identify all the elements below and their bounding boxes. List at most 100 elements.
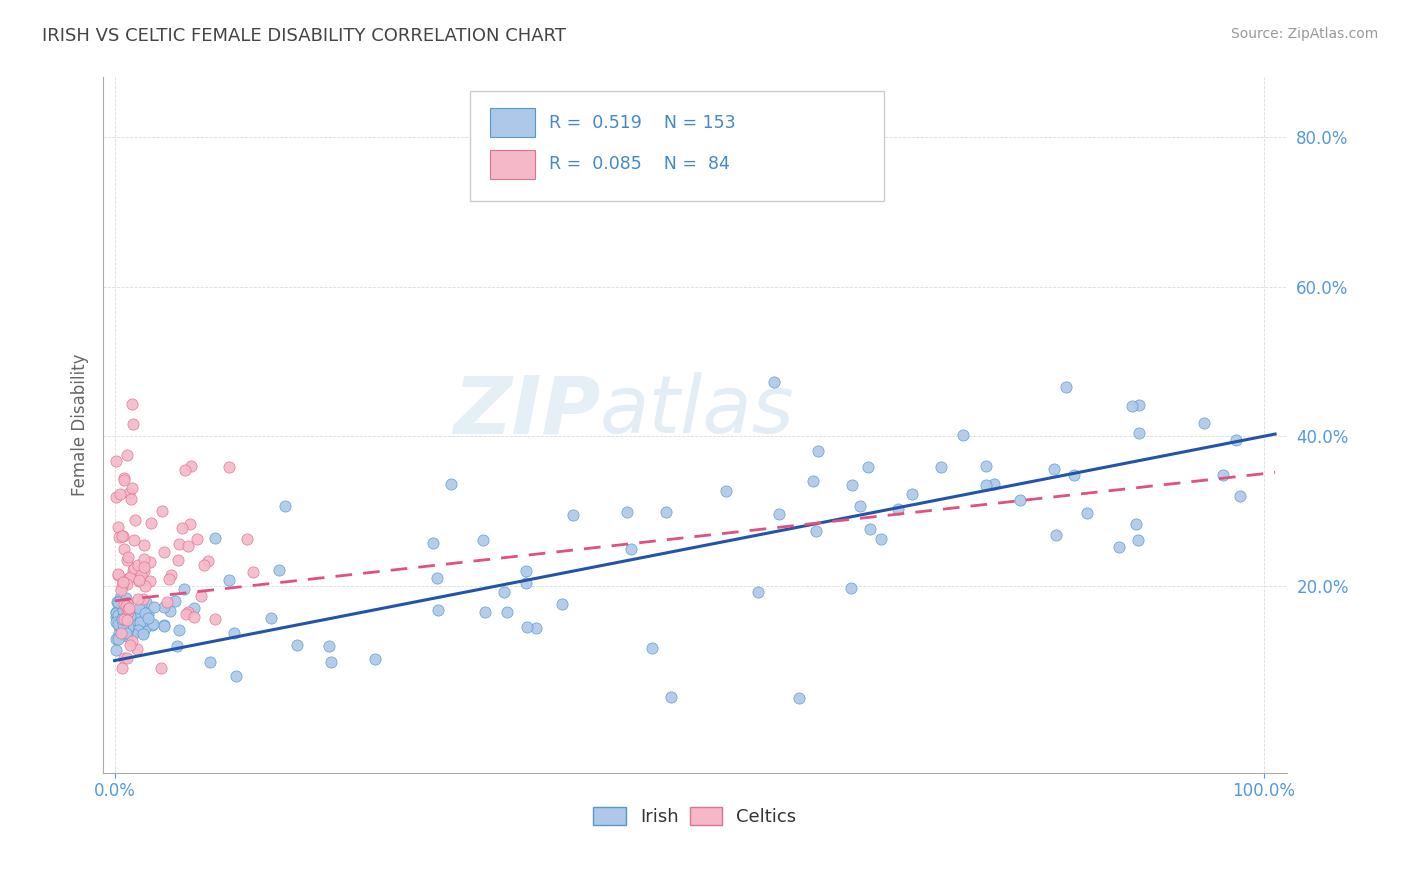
Point xyxy=(115,553,138,567)
Point xyxy=(139,555,162,569)
Point xyxy=(110,628,132,642)
Point xyxy=(801,474,824,488)
Point xyxy=(110,625,132,640)
Point xyxy=(131,627,153,641)
Point xyxy=(132,592,155,607)
Point xyxy=(204,612,226,626)
Point xyxy=(124,624,146,639)
Point xyxy=(105,606,128,620)
Point xyxy=(142,616,165,631)
Point xyxy=(136,611,159,625)
Point xyxy=(135,595,157,609)
Point xyxy=(127,591,149,606)
Point xyxy=(319,655,342,669)
Point xyxy=(167,623,190,637)
Point xyxy=(107,595,129,609)
Point xyxy=(841,478,863,492)
Point xyxy=(204,531,226,545)
Point xyxy=(787,690,810,705)
Point xyxy=(110,596,132,610)
Point xyxy=(198,655,221,669)
Point xyxy=(121,633,143,648)
Point xyxy=(105,454,128,468)
Point xyxy=(153,599,176,614)
Text: R =  0.085    N =  84: R = 0.085 N = 84 xyxy=(550,155,730,173)
Point xyxy=(142,599,165,614)
Point xyxy=(115,591,138,605)
Point xyxy=(107,608,129,623)
Point xyxy=(516,620,538,634)
Point xyxy=(848,500,870,514)
Text: atlas: atlas xyxy=(600,372,794,450)
Point xyxy=(115,577,138,591)
FancyBboxPatch shape xyxy=(491,108,536,137)
Point xyxy=(839,581,862,595)
Point xyxy=(117,629,139,643)
Point xyxy=(166,553,188,567)
Point xyxy=(551,597,574,611)
Point xyxy=(132,564,155,578)
Point xyxy=(169,537,191,551)
Point xyxy=(107,632,129,646)
Point xyxy=(111,575,134,590)
Point xyxy=(242,565,264,579)
Point xyxy=(112,624,135,638)
Y-axis label: Female Disability: Female Disability xyxy=(72,354,89,496)
Point xyxy=(107,566,129,581)
Point xyxy=(859,523,882,537)
Point xyxy=(747,585,769,599)
Point xyxy=(114,602,136,616)
Point xyxy=(561,508,583,522)
Point xyxy=(117,619,139,633)
Point xyxy=(1229,489,1251,503)
Point xyxy=(117,610,139,624)
Point xyxy=(159,567,181,582)
Point xyxy=(107,619,129,633)
Point xyxy=(134,579,156,593)
Point xyxy=(117,622,139,636)
Point xyxy=(107,520,129,534)
Point xyxy=(177,540,200,554)
Point xyxy=(1010,493,1032,508)
Point xyxy=(118,609,141,624)
Point xyxy=(129,597,152,611)
Point xyxy=(120,491,142,506)
Point xyxy=(104,632,127,646)
Point xyxy=(112,612,135,626)
Point xyxy=(515,565,537,579)
Point xyxy=(150,661,173,675)
Point xyxy=(474,605,496,619)
Point xyxy=(716,484,738,499)
Point xyxy=(124,513,146,527)
Point xyxy=(1108,540,1130,554)
Point xyxy=(115,609,138,624)
Point xyxy=(225,669,247,683)
Point xyxy=(641,641,664,656)
Point xyxy=(763,375,786,389)
Point xyxy=(115,651,138,665)
Point xyxy=(179,517,201,532)
Point xyxy=(105,595,128,609)
Point xyxy=(1043,462,1066,476)
Point xyxy=(117,608,139,623)
Point xyxy=(117,609,139,624)
Point xyxy=(112,597,135,611)
Point xyxy=(127,616,149,631)
Point xyxy=(1063,467,1085,482)
Point xyxy=(183,600,205,615)
Point xyxy=(112,651,135,665)
Point xyxy=(134,621,156,635)
Point xyxy=(929,460,952,475)
Point xyxy=(180,458,202,473)
Point xyxy=(112,612,135,626)
Text: IRISH VS CELTIC FEMALE DISABILITY CORRELATION CHART: IRISH VS CELTIC FEMALE DISABILITY CORREL… xyxy=(42,27,567,45)
Point xyxy=(139,516,162,530)
Point xyxy=(166,640,188,654)
Point xyxy=(129,615,152,629)
Point xyxy=(117,601,139,615)
Point xyxy=(974,458,997,473)
Point xyxy=(108,530,131,544)
Point xyxy=(274,499,297,513)
Point xyxy=(104,490,127,504)
Point xyxy=(115,613,138,627)
